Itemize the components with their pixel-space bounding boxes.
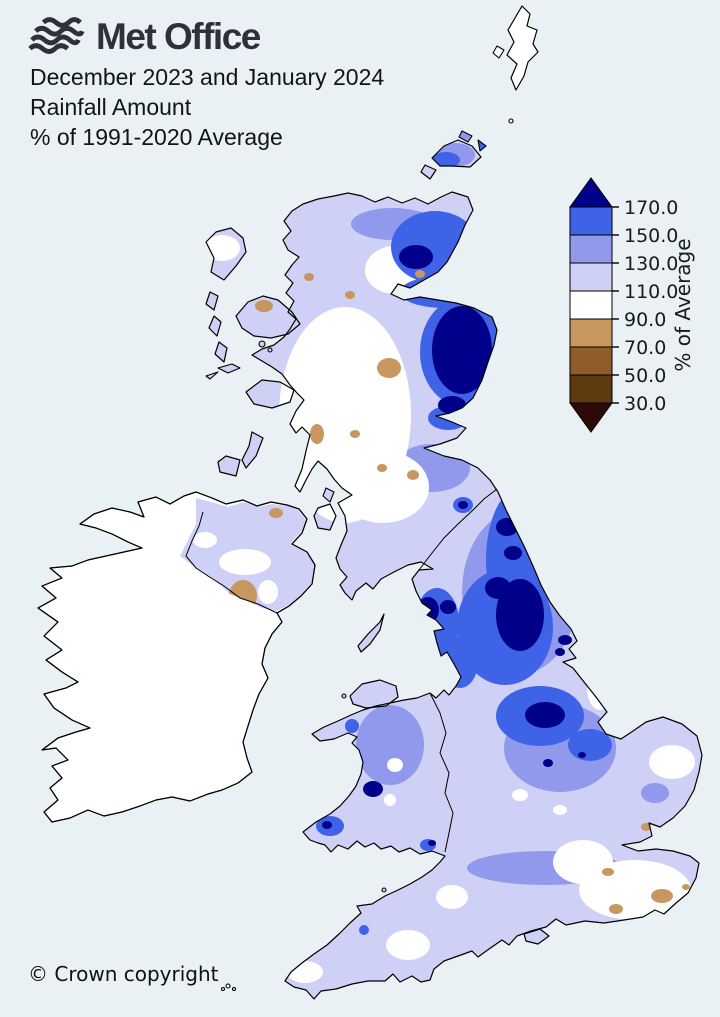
scilly-3 <box>220 986 226 992</box>
skye <box>235 295 301 339</box>
colorbar-tick-labels: 170.0 150.0 130.0 110.0 90.0 70.0 50.0 3… <box>624 197 678 415</box>
legend-band-150-170 <box>569 206 613 236</box>
colorbar-ticks <box>612 206 619 404</box>
legend-band-50-70 <box>569 346 613 376</box>
copyright-notice: © Crown copyright <box>28 962 219 986</box>
scotland-england-border <box>418 488 498 571</box>
colorbar-bands <box>569 206 613 404</box>
header: Met Office <box>28 14 261 60</box>
orkney-hoy <box>420 164 437 180</box>
legend-band-130-150 <box>569 234 613 264</box>
title-line-baseline: % of 1991-2020 Average <box>30 124 283 150</box>
country-borders <box>185 488 498 853</box>
shetland <box>506 5 539 91</box>
legend: 170.0 150.0 130.0 110.0 90.0 70.0 50.0 3… <box>562 170 718 462</box>
uist-1 <box>205 291 219 311</box>
isle-of-wight <box>523 928 550 945</box>
tick-110: 110.0 <box>624 281 678 303</box>
title-line-variable: Rainfall Amount <box>30 94 192 120</box>
barra <box>214 341 228 363</box>
islands <box>205 5 550 992</box>
holy-island <box>341 693 347 699</box>
tick-150: 150.0 <box>624 225 678 247</box>
islay <box>217 455 241 477</box>
uist-2 <box>208 315 222 337</box>
rainfall-blobs-tan <box>255 270 690 914</box>
tick-90: 90.0 <box>624 309 666 331</box>
map-title: December 2023 and January 2024 Rainfall … <box>30 62 384 152</box>
orkney-islet-2 <box>477 139 487 152</box>
legend-band-110-130 <box>569 262 613 292</box>
coll <box>217 363 241 374</box>
orkney-islet-1 <box>458 130 473 143</box>
coastlines <box>37 191 703 1000</box>
bute <box>322 487 335 503</box>
mull <box>245 379 295 409</box>
title-line-period: December 2023 and January 2024 <box>30 64 385 90</box>
ireland-coast-stroke <box>37 491 316 823</box>
scilly-2 <box>231 986 237 992</box>
anglesey <box>349 679 399 709</box>
rum <box>258 340 266 348</box>
legend-band-90-110 <box>569 290 613 320</box>
lundy <box>381 887 387 893</box>
northern-ireland-border <box>185 511 278 614</box>
arran <box>313 503 337 531</box>
tick-50: 50.0 <box>624 365 666 387</box>
colorbar: 170.0 150.0 130.0 110.0 90.0 70.0 50.0 3… <box>569 177 695 433</box>
tiree <box>205 371 219 380</box>
jura <box>241 431 264 469</box>
orkney-mainland <box>431 139 482 168</box>
tick-170: 170.0 <box>624 197 678 219</box>
met-office-brand-text: Met Office <box>96 16 261 57</box>
colorbar-axis-label: % of Average <box>671 238 695 371</box>
colorbar-arrow-over-170 <box>569 177 613 208</box>
shetland-islet <box>492 45 505 59</box>
eigg <box>267 347 273 353</box>
met-office-logo-icon <box>28 17 85 54</box>
colorbar-arrow-under-30 <box>569 402 613 433</box>
scilly-1 <box>225 983 231 989</box>
legend-band-30-50 <box>569 374 613 404</box>
tick-70: 70.0 <box>624 337 666 359</box>
tick-130: 130.0 <box>624 253 678 275</box>
isle-of-man <box>357 613 385 653</box>
wales-england-border <box>429 692 454 853</box>
legend-band-70-90 <box>569 318 613 348</box>
lewis-harris <box>205 227 247 281</box>
fair-isle <box>508 118 514 124</box>
tick-30: 30.0 <box>624 393 666 415</box>
